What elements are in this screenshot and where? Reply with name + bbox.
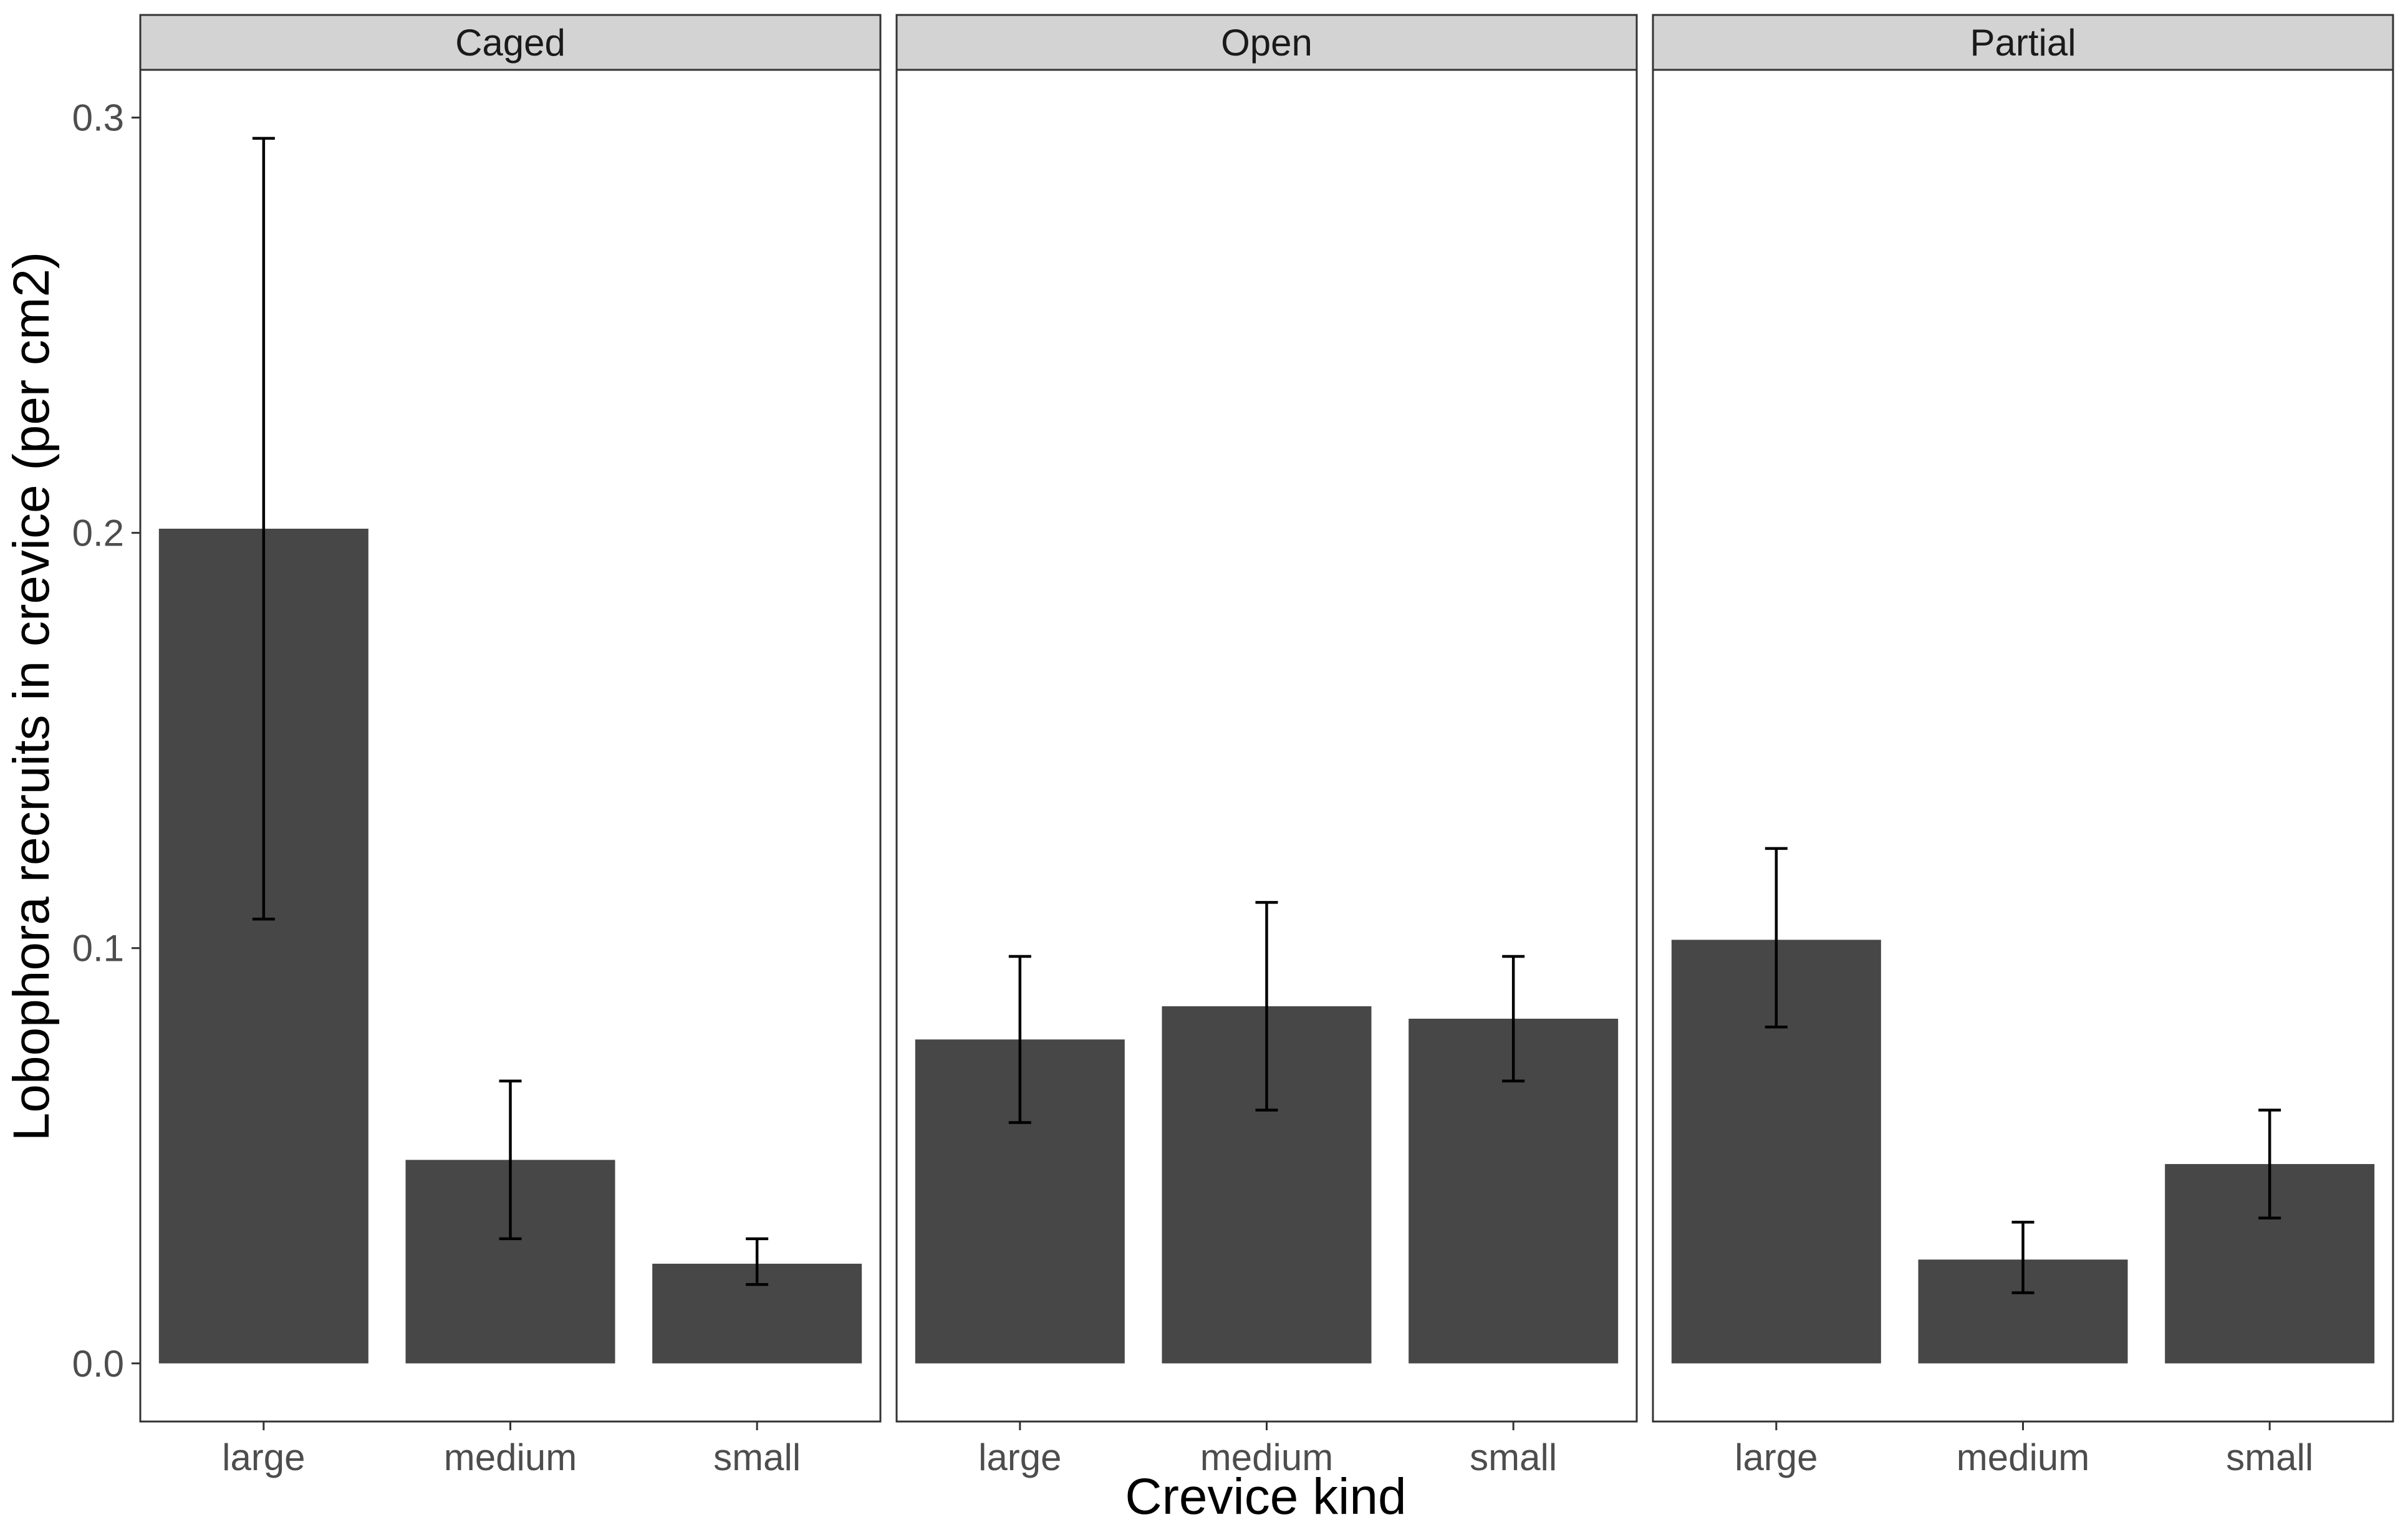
y-tick-label: 0.0 [72, 1343, 124, 1385]
facet-strip [895, 14, 1638, 71]
x-tick-label: medium [1957, 1436, 2089, 1478]
y-tick-label: 0.2 [72, 512, 124, 554]
facet-strip [1652, 14, 2394, 71]
y-tick-label: 0.3 [72, 97, 124, 139]
x-axis-title: Crevice kind [1125, 1468, 1406, 1525]
error-bar-partial-small [2258, 1109, 2281, 1220]
facet-strip-label: Open [1221, 22, 1312, 64]
x-tick-label: small [713, 1436, 801, 1478]
x-tick-label: medium [1200, 1436, 1333, 1478]
x-tick-label: large [1735, 1436, 1818, 1478]
x-tick-label: large [978, 1436, 1061, 1478]
error-bar-caged-large [252, 137, 275, 921]
facet-strip-label: Partial [1970, 22, 2076, 64]
y-axis-title: Lobophora recruits in crevice (per cm2) [3, 252, 60, 1141]
error-bar-partial-large [1765, 847, 1788, 1029]
y-axis: 0.0 0.1 0.2 0.3 [72, 97, 140, 1385]
facet-panel-caged: Caged large medium small [139, 14, 882, 1478]
x-tick-label: medium [444, 1436, 577, 1478]
error-bar-caged-small [746, 1237, 769, 1286]
error-bar-open-small [1502, 955, 1525, 1083]
x-tick-label: large [222, 1436, 305, 1478]
facet-panel-partial: Partial large medium small [1652, 14, 2394, 1478]
error-bar-open-medium [1255, 901, 1278, 1112]
y-tick-label: 0.1 [72, 928, 124, 969]
error-bar-caged-medium [499, 1079, 522, 1241]
error-bar-partial-medium [2011, 1221, 2035, 1294]
facet-panel-open: Open large medium small [895, 14, 1638, 1478]
facet-strip [139, 14, 882, 71]
panels-layer: Caged large medium small Open large medium smal… [139, 14, 2394, 1478]
x-tick-label: small [2226, 1436, 2313, 1478]
x-tick-label: small [1470, 1436, 1557, 1478]
error-bar-open-large [1008, 955, 1031, 1124]
facet-strip-label: Caged [455, 22, 566, 64]
